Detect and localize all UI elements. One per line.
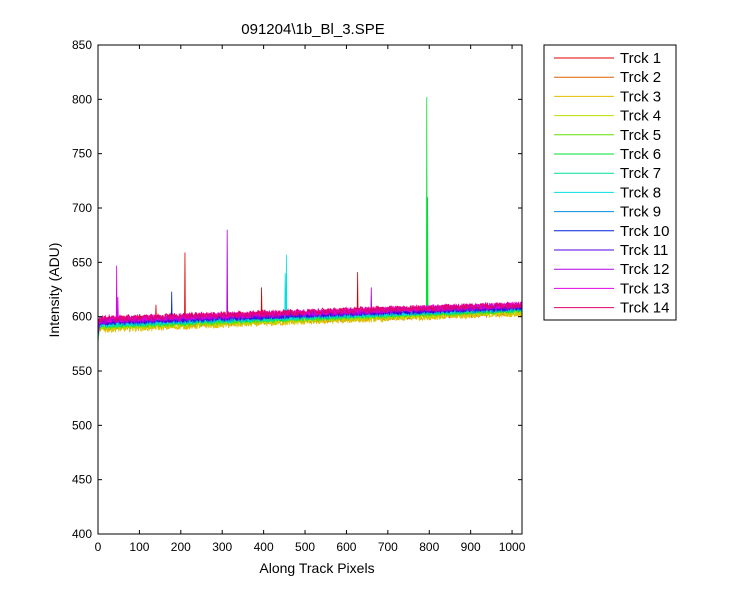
x-tick-label: 700 (378, 540, 398, 554)
x-tick-label: 400 (254, 540, 274, 554)
y-tick-label: 850 (72, 38, 92, 52)
y-tick-label: 400 (72, 527, 92, 541)
x-tick-label: 800 (419, 540, 439, 554)
plot-border (97, 44, 523, 535)
legend: Trck 1 Trck 2 Trck 3 Trck 4 Trck 5 Trck 6 Trck… (543, 44, 677, 321)
series-line-trck-14 (97, 301, 522, 324)
legend-box (543, 44, 677, 321)
x-tick-label: 100 (129, 540, 149, 554)
plot-frame (98, 45, 522, 534)
legend-label-trck-8: Trck 8 (620, 184, 661, 201)
x-tick-label: 900 (461, 540, 481, 554)
legend-label-trck-14: Trck 14 (620, 300, 669, 317)
chart-title: 091204\1b_Bl_3.SPE (241, 21, 384, 38)
x-tick-label: 600 (336, 540, 356, 554)
x-axis-label: Along Track Pixels (259, 560, 374, 576)
series-line-trck-4 (97, 307, 522, 344)
series-group (97, 97, 522, 344)
legend-label-trck-1: Trck 1 (620, 50, 661, 67)
x-tick-label: 200 (171, 540, 191, 554)
x-tick-label: 300 (212, 540, 232, 554)
x-tick-label: 500 (295, 540, 315, 554)
plot-area: 0 100 200 300 400 500 600 700 800 900 1000 400 450 5… (72, 38, 526, 554)
legend-label-trck-5: Trck 5 (620, 127, 661, 144)
y-tick-label: 800 (72, 92, 92, 106)
y-tick-label: 450 (72, 473, 92, 487)
legend-label-trck-7: Trck 7 (620, 165, 661, 182)
legend-label-trck-10: Trck 10 (620, 223, 669, 240)
y-axis: 400 450 500 550 600 650 700 750 800 850 (72, 38, 522, 541)
x-tick-label: 1000 (499, 540, 526, 554)
x-axis: 0 100 200 300 400 500 600 700 800 900 1000 (95, 45, 526, 554)
legend-label-trck-3: Trck 3 (620, 88, 661, 105)
x-tick-label: 0 (95, 540, 102, 554)
y-tick-label: 650 (72, 255, 92, 269)
legend-label-trck-12: Trck 12 (620, 261, 669, 278)
legend-label-trck-13: Trck 13 (620, 280, 669, 297)
legend-label-trck-9: Trck 9 (620, 204, 661, 221)
y-tick-label: 750 (72, 147, 92, 161)
y-tick-label: 500 (72, 418, 92, 432)
y-tick-label: 550 (72, 364, 92, 378)
legend-label-trck-2: Trck 2 (620, 69, 661, 86)
legend-label-trck-6: Trck 6 (620, 146, 661, 163)
y-axis-label: Intensity (ADU) (46, 243, 62, 338)
legend-label-trck-11: Trck 11 (620, 242, 668, 259)
y-tick-label: 600 (72, 310, 92, 324)
legend-label-trck-4: Trck 4 (620, 108, 661, 125)
y-tick-label: 700 (72, 201, 92, 215)
